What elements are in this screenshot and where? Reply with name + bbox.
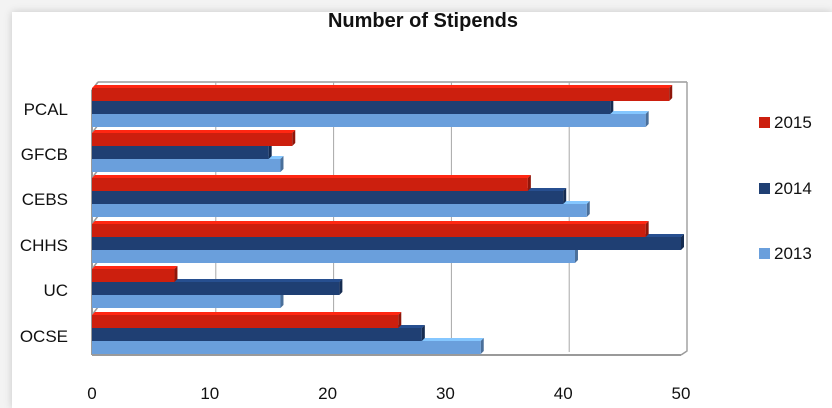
bar-end-2014-gfcb	[268, 143, 272, 159]
bar-top-2015-uc	[92, 266, 178, 269]
bar-top-2015-cebs	[92, 175, 531, 178]
bar-2014-uc	[92, 282, 340, 295]
legend-label-2013: 2013	[774, 244, 812, 263]
category-label-ocse: OCSE	[20, 327, 68, 346]
category-label-chhs: CHHS	[20, 236, 68, 255]
x-tick-label-10: 10	[200, 384, 219, 403]
legend-swatch-2014	[759, 183, 770, 194]
category-tick-mark	[91, 306, 99, 316]
floor-corner	[680, 350, 688, 356]
bar-2015-chhs	[92, 224, 646, 237]
legend-swatch-2015	[759, 117, 770, 128]
category-label-cebs: CEBS	[22, 190, 68, 209]
bar-2014-pcal	[92, 101, 611, 114]
x-tick-label-0: 0	[87, 384, 96, 403]
bar-end-2013-ocse	[480, 338, 484, 354]
bar-top-2015-pcal	[92, 85, 673, 88]
bar-end-2015-gfcb	[292, 130, 296, 146]
bar-end-2014-cebs	[563, 188, 567, 204]
bar-end-2015-chhs	[645, 221, 649, 237]
bar-top-2015-chhs	[92, 221, 649, 224]
x-tick-label-40: 40	[554, 384, 573, 403]
bar-end-2015-cebs	[527, 175, 531, 191]
x-tick-labels: 0 10 20 30 40 50	[87, 384, 690, 403]
chart-title: Number of Stipends	[328, 10, 518, 32]
bar-2013-pcal	[92, 114, 646, 127]
x-tick-label-30: 30	[436, 384, 455, 403]
category-tick-mark	[91, 215, 99, 225]
bar-end-2013-uc	[280, 292, 284, 308]
bar-end-2013-cebs	[586, 201, 590, 217]
category-label-uc: UC	[43, 281, 68, 300]
bars	[92, 85, 684, 354]
bar-2013-gfcb	[92, 159, 281, 172]
category-label-gfcb: GFCB	[21, 145, 68, 164]
bar-2015-pcal	[92, 88, 670, 101]
bar-top-2015-gfcb	[92, 130, 296, 133]
bar-2013-ocse	[92, 341, 481, 354]
bar-2014-gfcb	[92, 146, 269, 159]
bar-end-2015-ocse	[398, 312, 402, 328]
bar-2015-ocse	[92, 315, 399, 328]
bar-end-2013-gfcb	[280, 156, 284, 172]
category-label-pcal: PCAL	[24, 100, 68, 119]
bar-end-2014-ocse	[421, 325, 425, 341]
bar-end-2014-uc	[339, 279, 343, 295]
bar-2015-uc	[92, 269, 175, 282]
bar-2013-chhs	[92, 250, 575, 263]
bar-2014-chhs	[92, 237, 681, 250]
bar-2014-cebs	[92, 191, 564, 204]
bar-2015-cebs	[92, 178, 528, 191]
bar-2013-cebs	[92, 204, 587, 217]
category-labels: PCAL GFCB CEBS CHHS UC OCSE	[20, 100, 68, 346]
legend-swatch-2013	[759, 248, 770, 259]
bar-2015-gfcb	[92, 133, 293, 146]
bar-2014-ocse	[92, 328, 422, 341]
x-tick-label-50: 50	[672, 384, 691, 403]
x-tick-label-20: 20	[318, 384, 337, 403]
bar-top-2015-ocse	[92, 312, 402, 315]
bar-end-2013-pcal	[645, 111, 649, 127]
legend-label-2014: 2014	[774, 179, 812, 198]
bar-end-2014-pcal	[610, 98, 614, 114]
legend-label-2015: 2015	[774, 113, 812, 132]
bar-end-2013-chhs	[574, 247, 578, 263]
legend: 2015 2014 2013	[759, 113, 812, 263]
bar-2013-uc	[92, 295, 281, 308]
bar-end-2015-pcal	[669, 85, 673, 101]
bar-end-2014-chhs	[681, 234, 684, 250]
bar-end-2015-uc	[174, 266, 178, 282]
